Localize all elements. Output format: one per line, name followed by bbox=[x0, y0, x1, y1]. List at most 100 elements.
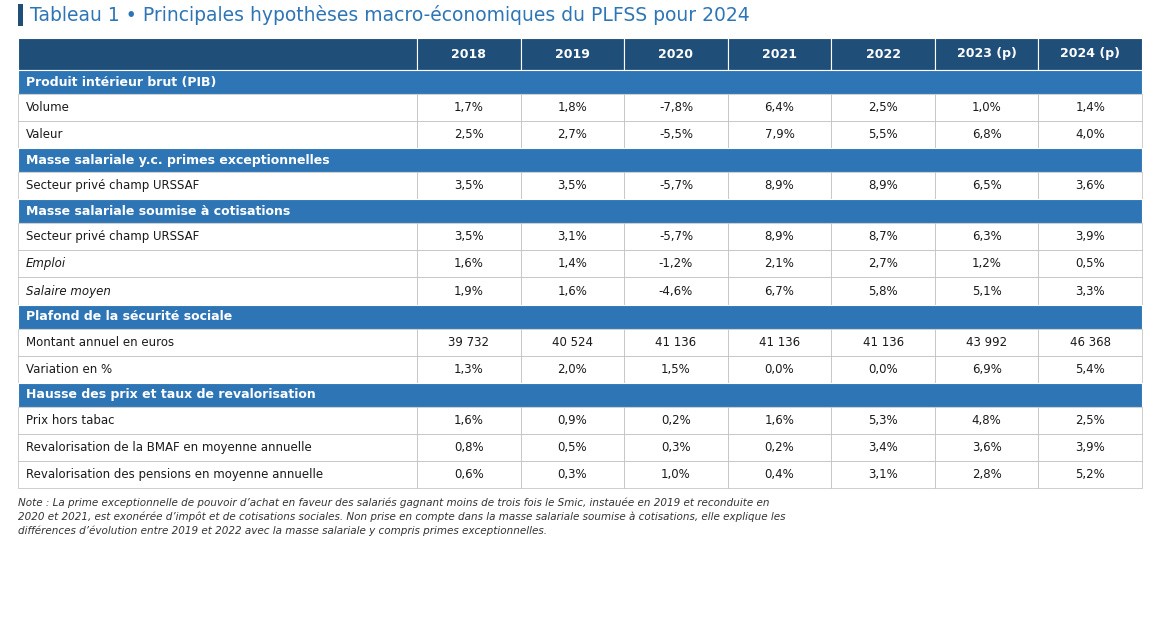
Text: 41 136: 41 136 bbox=[655, 336, 696, 349]
Text: 3,4%: 3,4% bbox=[868, 441, 898, 454]
Text: 43 992: 43 992 bbox=[966, 336, 1007, 349]
Text: Volume: Volume bbox=[26, 101, 70, 114]
Bar bbox=[1038, 329, 1141, 356]
Bar bbox=[624, 121, 727, 148]
Text: Plafond de la sécurité sociale: Plafond de la sécurité sociale bbox=[26, 310, 232, 323]
Text: 8,7%: 8,7% bbox=[868, 231, 898, 243]
Text: -5,7%: -5,7% bbox=[659, 231, 693, 243]
Bar bbox=[19, 94, 418, 121]
Text: 5,8%: 5,8% bbox=[869, 284, 898, 297]
Text: 6,9%: 6,9% bbox=[972, 363, 1001, 376]
Bar bbox=[624, 172, 727, 200]
Bar bbox=[935, 172, 1038, 200]
Bar bbox=[1038, 172, 1141, 200]
Bar bbox=[832, 38, 935, 70]
Bar bbox=[935, 121, 1038, 148]
Bar bbox=[19, 434, 418, 461]
Text: 2024 (p): 2024 (p) bbox=[1060, 48, 1121, 61]
Bar bbox=[832, 223, 935, 250]
Text: -1,2%: -1,2% bbox=[659, 258, 693, 271]
Bar bbox=[19, 148, 1141, 172]
Bar bbox=[935, 223, 1038, 250]
Bar bbox=[19, 250, 418, 277]
Bar bbox=[418, 407, 521, 434]
Text: 5,1%: 5,1% bbox=[972, 284, 1001, 297]
Bar bbox=[624, 38, 727, 70]
Bar bbox=[418, 329, 521, 356]
Bar bbox=[624, 461, 727, 488]
Text: Valeur: Valeur bbox=[26, 128, 64, 141]
Bar bbox=[727, 94, 832, 121]
Text: Note : La prime exceptionnelle de pouvoir d’achat en faveur des salariés gagnant: Note : La prime exceptionnelle de pouvoi… bbox=[19, 498, 769, 509]
Text: Revalorisation des pensions en moyenne annuelle: Revalorisation des pensions en moyenne a… bbox=[26, 468, 324, 481]
Bar bbox=[418, 356, 521, 383]
Bar bbox=[521, 250, 624, 277]
Bar bbox=[935, 94, 1038, 121]
Bar bbox=[19, 305, 1141, 329]
Text: 2,5%: 2,5% bbox=[1075, 414, 1105, 427]
Bar bbox=[624, 434, 727, 461]
Bar bbox=[418, 223, 521, 250]
Bar bbox=[19, 461, 418, 488]
Text: Revalorisation de la BMAF en moyenne annuelle: Revalorisation de la BMAF en moyenne ann… bbox=[26, 441, 312, 454]
Text: 0,3%: 0,3% bbox=[661, 441, 690, 454]
Text: 3,1%: 3,1% bbox=[558, 231, 587, 243]
Bar bbox=[935, 38, 1038, 70]
Bar bbox=[727, 223, 832, 250]
Text: 2,8%: 2,8% bbox=[972, 468, 1001, 481]
Bar bbox=[832, 250, 935, 277]
Text: 3,6%: 3,6% bbox=[1075, 179, 1105, 192]
Bar bbox=[935, 356, 1038, 383]
Text: 2021: 2021 bbox=[762, 48, 797, 61]
Bar bbox=[521, 223, 624, 250]
Bar bbox=[418, 250, 521, 277]
Bar bbox=[19, 383, 1141, 407]
Text: 2,0%: 2,0% bbox=[558, 363, 587, 376]
Bar bbox=[1038, 461, 1141, 488]
Bar bbox=[19, 356, 418, 383]
Text: 0,0%: 0,0% bbox=[869, 363, 898, 376]
Bar bbox=[832, 407, 935, 434]
Text: 5,5%: 5,5% bbox=[869, 128, 898, 141]
Text: -5,5%: -5,5% bbox=[659, 128, 693, 141]
Bar bbox=[418, 94, 521, 121]
Text: 1,0%: 1,0% bbox=[972, 101, 1001, 114]
Bar bbox=[418, 38, 521, 70]
Text: 0,5%: 0,5% bbox=[558, 441, 587, 454]
Text: 6,5%: 6,5% bbox=[972, 179, 1001, 192]
Text: 2018: 2018 bbox=[451, 48, 486, 61]
Text: Prix hors tabac: Prix hors tabac bbox=[26, 414, 115, 427]
Text: 1,4%: 1,4% bbox=[1075, 101, 1105, 114]
Bar bbox=[624, 94, 727, 121]
Text: 2020 et 2021, est exonérée d’impôt et de cotisations sociales. Non prise en comp: 2020 et 2021, est exonérée d’impôt et de… bbox=[19, 512, 785, 522]
Text: 4,0%: 4,0% bbox=[1075, 128, 1105, 141]
Text: 2,7%: 2,7% bbox=[868, 258, 898, 271]
Text: 3,5%: 3,5% bbox=[454, 231, 484, 243]
Text: Secteur privé champ URSSAF: Secteur privé champ URSSAF bbox=[26, 179, 200, 192]
Bar bbox=[1038, 94, 1141, 121]
Bar bbox=[624, 356, 727, 383]
Bar bbox=[19, 38, 418, 70]
Text: 2023 (p): 2023 (p) bbox=[957, 48, 1016, 61]
Bar bbox=[832, 277, 935, 305]
Bar bbox=[19, 407, 418, 434]
Bar bbox=[727, 121, 832, 148]
Bar bbox=[19, 200, 1141, 223]
Text: 2,5%: 2,5% bbox=[868, 101, 898, 114]
Bar bbox=[727, 38, 832, 70]
Text: Hausse des prix et taux de revalorisation: Hausse des prix et taux de revalorisatio… bbox=[26, 388, 316, 401]
Text: 1,6%: 1,6% bbox=[764, 414, 795, 427]
Text: 1,9%: 1,9% bbox=[454, 284, 484, 297]
Text: 6,8%: 6,8% bbox=[972, 128, 1001, 141]
Text: 0,2%: 0,2% bbox=[661, 414, 691, 427]
Bar bbox=[624, 329, 727, 356]
Text: 0,6%: 0,6% bbox=[454, 468, 484, 481]
Bar bbox=[19, 223, 418, 250]
Text: 1,6%: 1,6% bbox=[454, 414, 484, 427]
Bar bbox=[832, 94, 935, 121]
Text: 8,9%: 8,9% bbox=[868, 179, 898, 192]
Text: 1,6%: 1,6% bbox=[454, 258, 484, 271]
Text: 1,0%: 1,0% bbox=[661, 468, 691, 481]
Bar bbox=[1038, 38, 1141, 70]
Bar bbox=[832, 461, 935, 488]
